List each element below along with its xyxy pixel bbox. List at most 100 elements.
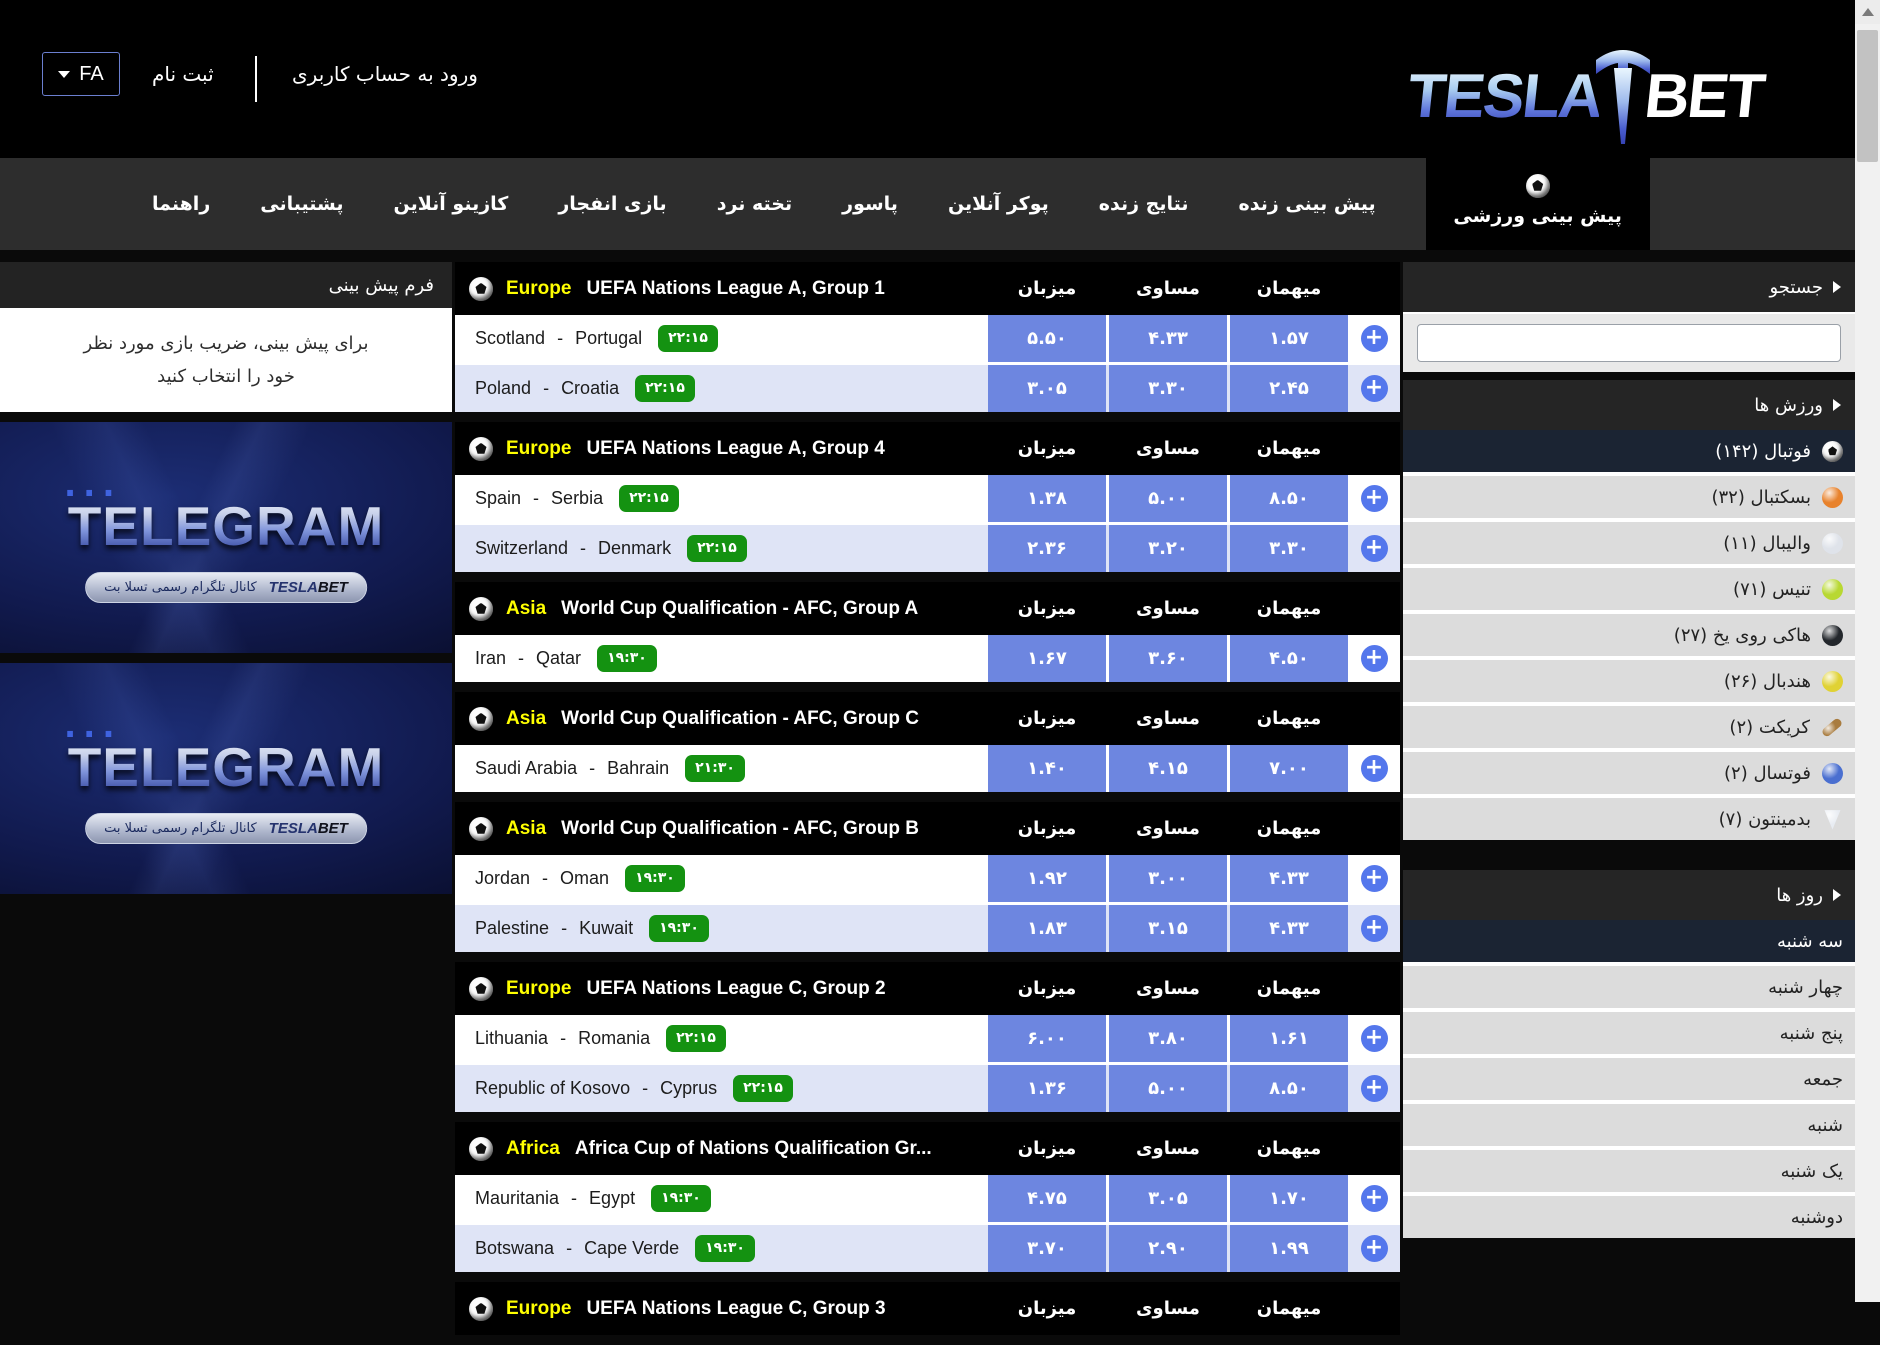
- sidebar-item-sport[interactable]: فوتسال (۲): [1403, 752, 1855, 794]
- odds-cell-host[interactable]: ۲.۳۶: [988, 525, 1106, 572]
- scroll-up-button[interactable]: [1855, 0, 1880, 24]
- odds-column-header-guest: میهمان: [1256, 598, 1322, 619]
- sidebar-item-day[interactable]: یک شنبه: [1403, 1150, 1855, 1192]
- cricket-icon: [1820, 716, 1844, 738]
- sidebar-item-sport[interactable]: هندبال (۲۶): [1403, 660, 1855, 702]
- sidebar-item-sport[interactable]: فوتبال (۱۴۲): [1403, 430, 1855, 472]
- sidebar-item-day[interactable]: دوشنبه: [1403, 1196, 1855, 1238]
- odds-cell-draw[interactable]: ۴.۱۵: [1109, 745, 1227, 792]
- day-label: جمعه: [1803, 1068, 1843, 1090]
- odds-cell-guest[interactable]: ۸.۵۰: [1230, 475, 1348, 522]
- add-to-betslip-button[interactable]: +: [1360, 865, 1388, 892]
- sidebar-item-sport[interactable]: بسکتبال (۳۲): [1403, 476, 1855, 518]
- language-selector[interactable]: FA: [42, 52, 120, 96]
- sport-label: بسکتبال (۳۲): [1711, 486, 1811, 508]
- odds-cell-draw[interactable]: ۵.۰۰: [1109, 475, 1227, 522]
- sidebar-item-sport[interactable]: بدمینتون (۷): [1403, 798, 1855, 840]
- vertical-scrollbar[interactable]: [1855, 0, 1880, 1302]
- add-to-betslip-button[interactable]: +: [1360, 325, 1388, 352]
- nav-item[interactable]: کازینو آنلاین: [393, 193, 509, 215]
- odds-cell-guest[interactable]: ۳.۳۰: [1230, 525, 1348, 572]
- away-team-name: Romania: [578, 1028, 651, 1048]
- telegram-channel-pill: کانال تلگرام رسمی تسلا بت TESLABET: [85, 572, 367, 603]
- teslabet-logo[interactable]: TESLA BET: [1404, 38, 1767, 148]
- login-link[interactable]: ورود به حساب کاربری: [292, 62, 478, 86]
- odds-cell-draw[interactable]: ۳.۳۰: [1109, 365, 1227, 412]
- betslip-hint-line1: برای پیش بینی، ضریب بازی مورد نظر: [83, 332, 369, 354]
- match-row: Spain - Serbia ۲۲:۱۵ ۱.۳۸ ۵.۰۰ ۸.۵۰ +: [455, 475, 1400, 522]
- odds-cell-guest[interactable]: ۴.۳۳: [1230, 905, 1348, 952]
- odds-cell-host[interactable]: ۱.۸۳: [988, 905, 1106, 952]
- odds-cell-draw[interactable]: ۳.۲۰: [1109, 525, 1227, 572]
- nav-item[interactable]: پشتیبانی: [260, 193, 344, 215]
- search-section-header[interactable]: جستجو: [1403, 262, 1855, 312]
- search-input[interactable]: [1417, 324, 1841, 362]
- odds-cell-draw[interactable]: ۵.۰۰: [1109, 1065, 1227, 1112]
- sidebar-item-day[interactable]: جمعه: [1403, 1058, 1855, 1100]
- odds-cell-draw[interactable]: ۴.۳۳: [1109, 315, 1227, 362]
- odds-column-header-host: میزبان: [1017, 818, 1077, 839]
- odds-cell-host[interactable]: ۱.۴۰: [988, 745, 1106, 792]
- odds-cell-host[interactable]: ۳.۰۵: [988, 365, 1106, 412]
- odds-cell-guest[interactable]: ۷.۰۰: [1230, 745, 1348, 792]
- sidebar-item-day[interactable]: چهار شنبه: [1403, 966, 1855, 1008]
- odds-cell-host[interactable]: ۶.۰۰: [988, 1015, 1106, 1062]
- nav-item[interactable]: بازی انفجار: [558, 193, 667, 215]
- sidebar-item-day[interactable]: پنج شنبه: [1403, 1012, 1855, 1054]
- odds-cell-draw[interactable]: ۳.۱۵: [1109, 905, 1227, 952]
- odds-cell-host[interactable]: ۱.۳۶: [988, 1065, 1106, 1112]
- nav-item[interactable]: پاسور: [842, 193, 898, 215]
- odds-cell-guest[interactable]: ۴.۵۰: [1230, 635, 1348, 682]
- odds-cell-guest[interactable]: ۴.۳۳: [1230, 855, 1348, 902]
- sidebar-item-sport[interactable]: هاکی روی یخ (۲۷): [1403, 614, 1855, 656]
- league-region: Asia: [506, 597, 547, 619]
- nav-item[interactable]: پوکر آنلاین: [947, 193, 1049, 215]
- telegram-channel-pill: کانال تلگرام رسمی تسلا بت TESLABET: [85, 813, 367, 844]
- odds-cell-guest[interactable]: ۱.۹۹: [1230, 1225, 1348, 1272]
- add-to-betslip-button[interactable]: +: [1360, 645, 1388, 672]
- nav-item[interactable]: راهنما: [152, 193, 211, 215]
- odds-cell-host[interactable]: ۴.۷۵: [988, 1175, 1106, 1222]
- sidebar-item-day[interactable]: شنبه: [1403, 1104, 1855, 1146]
- odds-cell-host[interactable]: ۵.۵۰: [988, 315, 1106, 362]
- days-section-header[interactable]: روز ها: [1403, 870, 1855, 920]
- register-link[interactable]: ثبت نام: [152, 62, 214, 86]
- odds-cell-draw[interactable]: ۳.۸۰: [1109, 1015, 1227, 1062]
- odds-cell-guest[interactable]: ۲.۴۵: [1230, 365, 1348, 412]
- add-to-betslip-button[interactable]: +: [1360, 1075, 1388, 1102]
- nav-item[interactable]: پیش بینی زنده: [1238, 193, 1376, 215]
- add-to-betslip-button[interactable]: +: [1360, 535, 1388, 562]
- odds-cell-draw[interactable]: ۳.۰۵: [1109, 1175, 1227, 1222]
- nav-item[interactable]: نتایج زنده: [1098, 193, 1189, 215]
- add-to-betslip-button[interactable]: +: [1360, 375, 1388, 402]
- telegram-banner[interactable]: ... TELEGRAM کانال تلگرام رسمی تسلا بت T…: [0, 422, 452, 653]
- odds-cell-host[interactable]: ۱.۳۸: [988, 475, 1106, 522]
- odds-cell-draw[interactable]: ۳.۰۰: [1109, 855, 1227, 902]
- tab-sports-betting-active[interactable]: پیش بینی ورزشی: [1425, 150, 1650, 250]
- add-to-betslip-button[interactable]: +: [1360, 1235, 1388, 1262]
- add-to-betslip-button[interactable]: +: [1360, 1185, 1388, 1212]
- odds-cell-draw[interactable]: ۲.۹۰: [1109, 1225, 1227, 1272]
- odds-cell-guest[interactable]: ۸.۵۰: [1230, 1065, 1348, 1112]
- sports-section-header[interactable]: ورزش ها: [1403, 380, 1855, 430]
- add-to-betslip-button[interactable]: +: [1360, 755, 1388, 782]
- odds-cell-host[interactable]: ۱.۶۷: [988, 635, 1106, 682]
- odds-cell-guest[interactable]: ۱.۵۷: [1230, 315, 1348, 362]
- add-to-betslip-button[interactable]: +: [1360, 1025, 1388, 1052]
- odds-cell-draw[interactable]: ۳.۶۰: [1109, 635, 1227, 682]
- add-to-betslip-button[interactable]: +: [1360, 915, 1388, 942]
- odds-cell-host[interactable]: ۳.۷۰: [988, 1225, 1106, 1272]
- telegram-banner[interactable]: ... TELEGRAM کانال تلگرام رسمی تسلا بت T…: [0, 663, 452, 894]
- scrollbar-thumb[interactable]: [1857, 30, 1878, 162]
- sidebar-item-sport[interactable]: تنیس (۷۱): [1403, 568, 1855, 610]
- sidebar-item-day[interactable]: سه شنبه: [1403, 920, 1855, 962]
- odds-cell-guest[interactable]: ۱.۶۱: [1230, 1015, 1348, 1062]
- odds-cell-guest[interactable]: ۱.۷۰: [1230, 1175, 1348, 1222]
- match-row: Jordan - Oman ۱۹:۳۰ ۱.۹۲ ۳.۰۰ ۴.۳۳ +: [455, 855, 1400, 902]
- sidebar-item-sport[interactable]: کریکت (۲): [1403, 706, 1855, 748]
- chevron-down-icon: [58, 70, 71, 78]
- sidebar-item-sport[interactable]: والیبال (۱۱): [1403, 522, 1855, 564]
- add-to-betslip-button[interactable]: +: [1360, 485, 1388, 512]
- nav-item[interactable]: تخته نرد: [716, 193, 793, 215]
- odds-cell-host[interactable]: ۱.۹۲: [988, 855, 1106, 902]
